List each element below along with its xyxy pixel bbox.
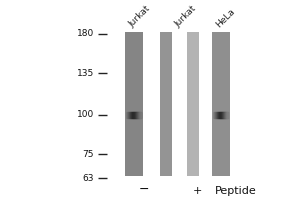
- Bar: [160, 32, 172, 176]
- Text: Jurkat: Jurkat: [173, 4, 198, 29]
- Text: Jurkat: Jurkat: [128, 4, 152, 29]
- Bar: [187, 32, 199, 176]
- Text: 135: 135: [77, 69, 94, 78]
- Text: HeLa: HeLa: [214, 7, 237, 29]
- Bar: [212, 32, 230, 176]
- Text: −: −: [139, 183, 149, 196]
- Bar: [125, 32, 143, 176]
- Text: 63: 63: [82, 174, 94, 183]
- Text: Peptide: Peptide: [214, 186, 256, 196]
- Text: 100: 100: [77, 110, 94, 119]
- Text: 75: 75: [82, 150, 94, 159]
- Text: 180: 180: [77, 29, 94, 38]
- Text: +: +: [192, 186, 202, 196]
